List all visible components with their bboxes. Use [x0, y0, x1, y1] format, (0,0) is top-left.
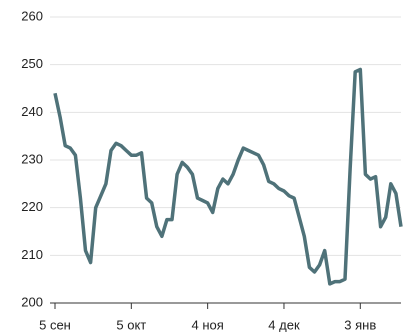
y-tick-label: 220 — [21, 199, 43, 214]
y-tick-label: 250 — [21, 56, 43, 71]
y-tick-label: 210 — [21, 247, 43, 262]
x-tick-label: 4 ноя — [191, 317, 223, 332]
x-tick-label: 3 янв — [344, 317, 376, 332]
y-tick-label: 260 — [21, 8, 43, 23]
x-tick-label: 4 дек — [268, 317, 300, 332]
y-tick-label: 230 — [21, 151, 43, 166]
y-tick-label: 240 — [21, 104, 43, 119]
y-tick-label: 200 — [21, 294, 43, 309]
x-tick-label: 5 окт — [116, 317, 146, 332]
line-series — [53, 67, 403, 286]
x-tick-label: 5 сен — [39, 317, 71, 332]
